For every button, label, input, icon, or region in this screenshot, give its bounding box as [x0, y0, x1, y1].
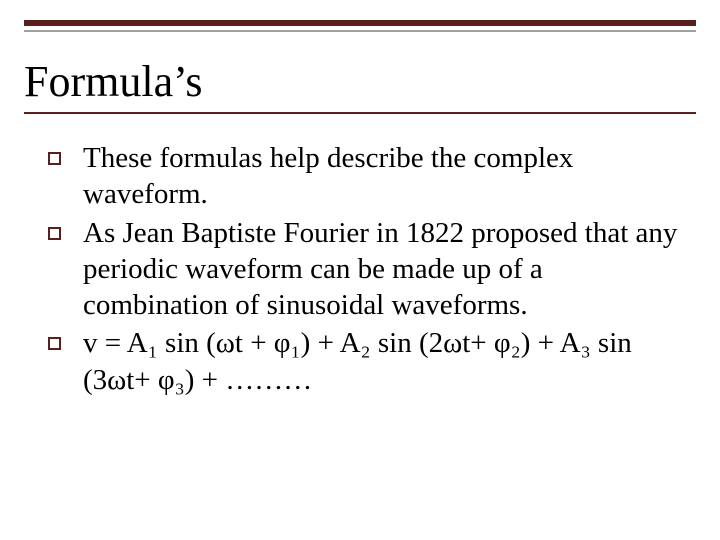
slide: Formula’s These formulas help describe t… [0, 0, 720, 540]
content-area: These formulas help describe the complex… [48, 140, 680, 400]
bullet-text: As Jean Baptiste Fourier in 1822 propose… [83, 215, 680, 324]
square-bullet-icon [48, 152, 61, 165]
top-rule-thick [24, 20, 696, 26]
square-bullet-icon [48, 337, 61, 350]
list-item: As Jean Baptiste Fourier in 1822 propose… [48, 215, 680, 324]
list-item: These formulas help describe the complex… [48, 140, 680, 213]
bullet-text: v = A₁ sin (ωt + φ₁) + A₂ sin (2ωt+ φ₂) … [83, 325, 680, 398]
list-item: v = A₁ sin (ωt + φ₁) + A₂ sin (2ωt+ φ₂) … [48, 325, 680, 398]
title-underline [24, 112, 696, 114]
slide-title: Formula’s [24, 56, 696, 115]
bullet-text: These formulas help describe the complex… [83, 140, 680, 213]
square-bullet-icon [48, 227, 61, 240]
top-rule-thin [24, 30, 696, 32]
